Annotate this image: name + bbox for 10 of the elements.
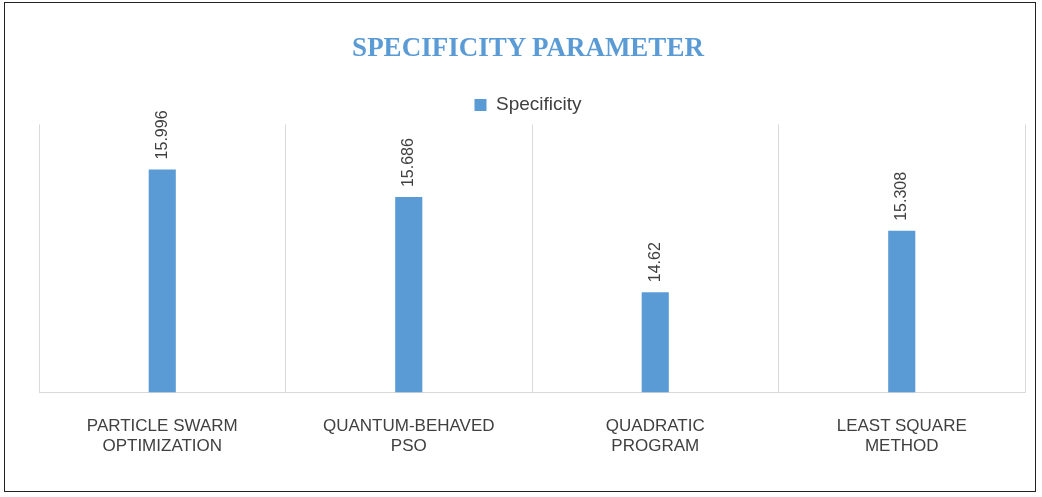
x-tick-label: QUANTUM-BEHAVED PSO	[322, 416, 495, 456]
x-tick-label: PARTICLE SWARM OPTIMIZATION	[86, 416, 238, 456]
x-tick-label: QUADRATIC PROGRAM	[605, 416, 705, 456]
data-label: 15.308	[892, 171, 910, 221]
legend-label: Specificity	[495, 93, 583, 115]
data-label: 15.996	[152, 110, 170, 160]
data-label: 15.686	[399, 138, 417, 188]
x-tick-label: LEAST SQUARE METHOD	[836, 416, 967, 456]
data-label: 14.62	[645, 242, 663, 283]
chart-title: SPECIFICITY PARAMETER	[352, 32, 705, 63]
